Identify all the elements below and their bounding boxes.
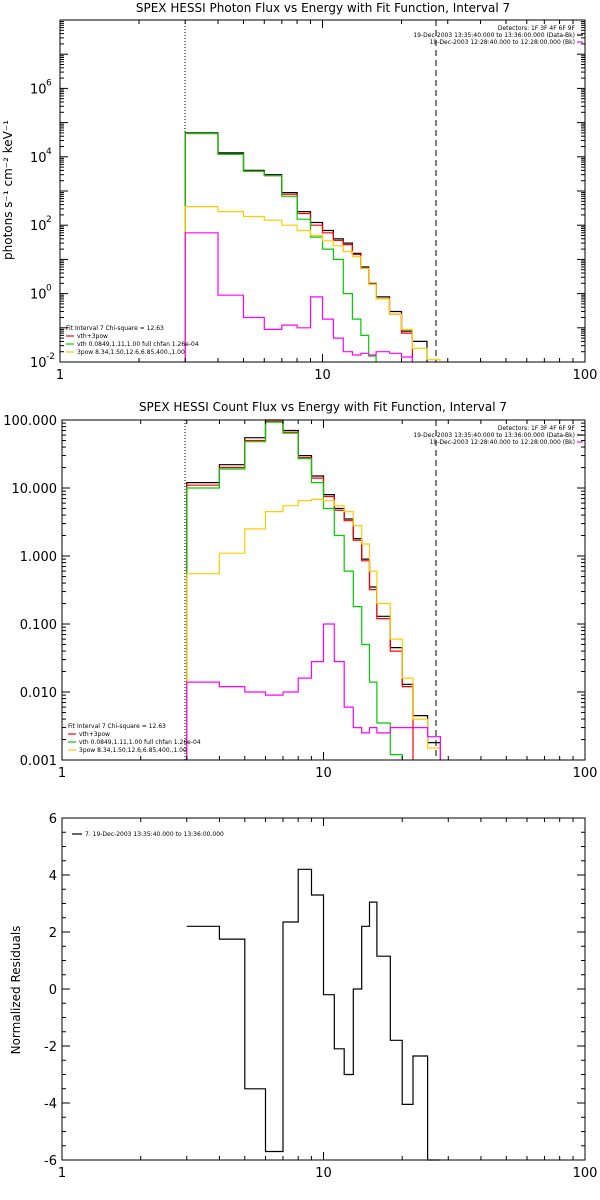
legend-entry: Detectors: 1F 3F 4F 6F 9F bbox=[498, 25, 576, 32]
y-tick-label: 0.001 bbox=[20, 754, 57, 769]
x-tick-label: 100 bbox=[573, 766, 598, 781]
count-flux-xticks: 1 10 100 bbox=[58, 420, 598, 781]
residuals-series bbox=[186, 868, 441, 1161]
legend-entry: Fit Interval 7 Chi-square = 12.63 bbox=[68, 723, 166, 730]
y-tick-label: 100.000 bbox=[3, 414, 57, 429]
y-tick-label: 4 bbox=[49, 869, 57, 884]
count-flux-yticks: 0.001 0.010 0.100 1.000 10.000 100.000 bbox=[3, 414, 585, 769]
photon-flux-title: SPEX HESSI Photon Flux vs Energy with Fi… bbox=[136, 1, 510, 15]
y-tick-exponent: 4 bbox=[46, 147, 52, 157]
legend-entry: 3pow 8.34,1.50,12.6,6.85,400.,1.00 bbox=[79, 747, 187, 754]
series-line-3 bbox=[186, 498, 441, 760]
residuals-xticks: 1 10 100 bbox=[58, 818, 598, 1181]
y-tick-label: 10 bbox=[30, 356, 47, 371]
photon-flux-series bbox=[184, 132, 441, 362]
count-flux-series bbox=[186, 419, 441, 760]
x-tick-label: 10 bbox=[315, 1166, 332, 1181]
y-tick-label: 10 bbox=[30, 82, 47, 97]
x-tick-label: 10 bbox=[314, 368, 331, 383]
series-line-2 bbox=[186, 421, 403, 760]
legend-entry: vth 0.0849,1.11,1.00 full chfan 1.26e-04 bbox=[79, 739, 201, 746]
count-flux-frame bbox=[61, 419, 586, 761]
y-tick-exponent: 6 bbox=[46, 78, 52, 88]
legend-entry: Detectors: 1F 3F 4F 6F 9F bbox=[498, 425, 576, 432]
y-tick-label: -6 bbox=[44, 1154, 57, 1169]
legend-entry: 3pow 8.34,1.50,12.6,6.85,400.,1.00 bbox=[77, 349, 185, 356]
x-tick-label: 10 bbox=[315, 766, 332, 781]
y-tick-label: 0.010 bbox=[20, 686, 57, 701]
legend-entry: vth+3pow bbox=[77, 333, 108, 340]
y-tick-exponent: 2 bbox=[46, 215, 52, 225]
legend-entry: 19-Dec-2003 13:35:40.000 to 13:36:00.000… bbox=[413, 432, 575, 439]
series-line-1 bbox=[186, 420, 414, 760]
series-line-2 bbox=[184, 132, 377, 362]
y-tick-label: -2 bbox=[44, 1040, 57, 1055]
residuals-panel: Normalized Residuals -6 -4 -2 0 2 4 6 1 10 100 7… bbox=[9, 812, 597, 1181]
legend-entry: 19-Dec-2003 12:28:40.000 to 12:28:00.000… bbox=[430, 39, 575, 46]
legend-entry: 19-Dec-2003 12:28:40.000 to 12:28:00.000… bbox=[430, 439, 575, 446]
legend-entry: vth+3pow bbox=[79, 731, 110, 738]
y-tick-label: 10 bbox=[30, 288, 47, 303]
y-tick-label: 10.000 bbox=[12, 482, 58, 497]
series-line-0 bbox=[184, 132, 428, 362]
y-tick-exponent: 0 bbox=[46, 284, 52, 294]
y-tick-label: 2 bbox=[49, 926, 57, 941]
x-tick-label: 1 bbox=[58, 766, 66, 781]
series-line-4 bbox=[186, 623, 441, 760]
residuals-ylabel: Normalized Residuals bbox=[9, 926, 23, 1055]
legend-entry: 7. 19-Dec-2003 13:35:40.000 to 13:36:00.… bbox=[85, 831, 224, 838]
x-tick-label: 100 bbox=[573, 1166, 598, 1181]
count-flux-vlines bbox=[184, 420, 437, 760]
series-line-0 bbox=[186, 419, 441, 760]
residuals-legend: 7. 19-Dec-2003 13:35:40.000 to 13:36:00.… bbox=[72, 831, 224, 838]
plot-frame bbox=[61, 419, 586, 761]
y-tick-label: 1.000 bbox=[20, 550, 57, 565]
photon-flux-panel: SPEX HESSI Photon Flux vs Energy with Fi… bbox=[1, 1, 597, 383]
legend-entry: Fit Interval 7 Chi-square = 12.63 bbox=[66, 325, 164, 332]
y-tick-label: 10 bbox=[30, 219, 47, 234]
series-line-0 bbox=[186, 868, 441, 1161]
legend-entry: vth 0.0849,1.11,1.00 full chfan 1.26e-04 bbox=[77, 341, 199, 348]
y-tick-exponent: -2 bbox=[46, 352, 55, 362]
x-tick-label: 100 bbox=[573, 368, 598, 383]
count-flux-title: SPEX HESSI Count Flux vs Energy with Fit… bbox=[139, 400, 507, 414]
count-flux-panel: SPEX HESSI Count Flux vs Energy with Fit… bbox=[3, 400, 597, 781]
y-tick-label: -4 bbox=[44, 1097, 57, 1112]
series-line-4 bbox=[184, 232, 413, 362]
photon-flux-legend-bl: Fit Interval 7 Chi-square = 12.63vth+3po… bbox=[66, 325, 199, 356]
x-tick-label: 1 bbox=[58, 1166, 66, 1181]
x-tick-label: 1 bbox=[56, 368, 64, 383]
y-tick-label: 0.100 bbox=[20, 618, 57, 633]
y-tick-label: 6 bbox=[49, 812, 57, 827]
count-flux-legend-bl: Fit Interval 7 Chi-square = 12.63vth+3po… bbox=[68, 723, 201, 754]
y-tick-label: 0 bbox=[49, 983, 57, 998]
y-tick-label: 10 bbox=[30, 151, 47, 166]
legend-entry: 19-Dec-2003 13:35:40.000 to 13:36:00.000… bbox=[413, 32, 575, 39]
residuals-yticks: -6 -4 -2 0 2 4 6 bbox=[44, 812, 585, 1169]
series-line-3 bbox=[184, 206, 441, 362]
photon-flux-xticks: 1 10 100 bbox=[56, 20, 598, 383]
photon-flux-ylabel: photons s⁻¹ cm⁻² keV⁻¹ bbox=[1, 120, 15, 260]
